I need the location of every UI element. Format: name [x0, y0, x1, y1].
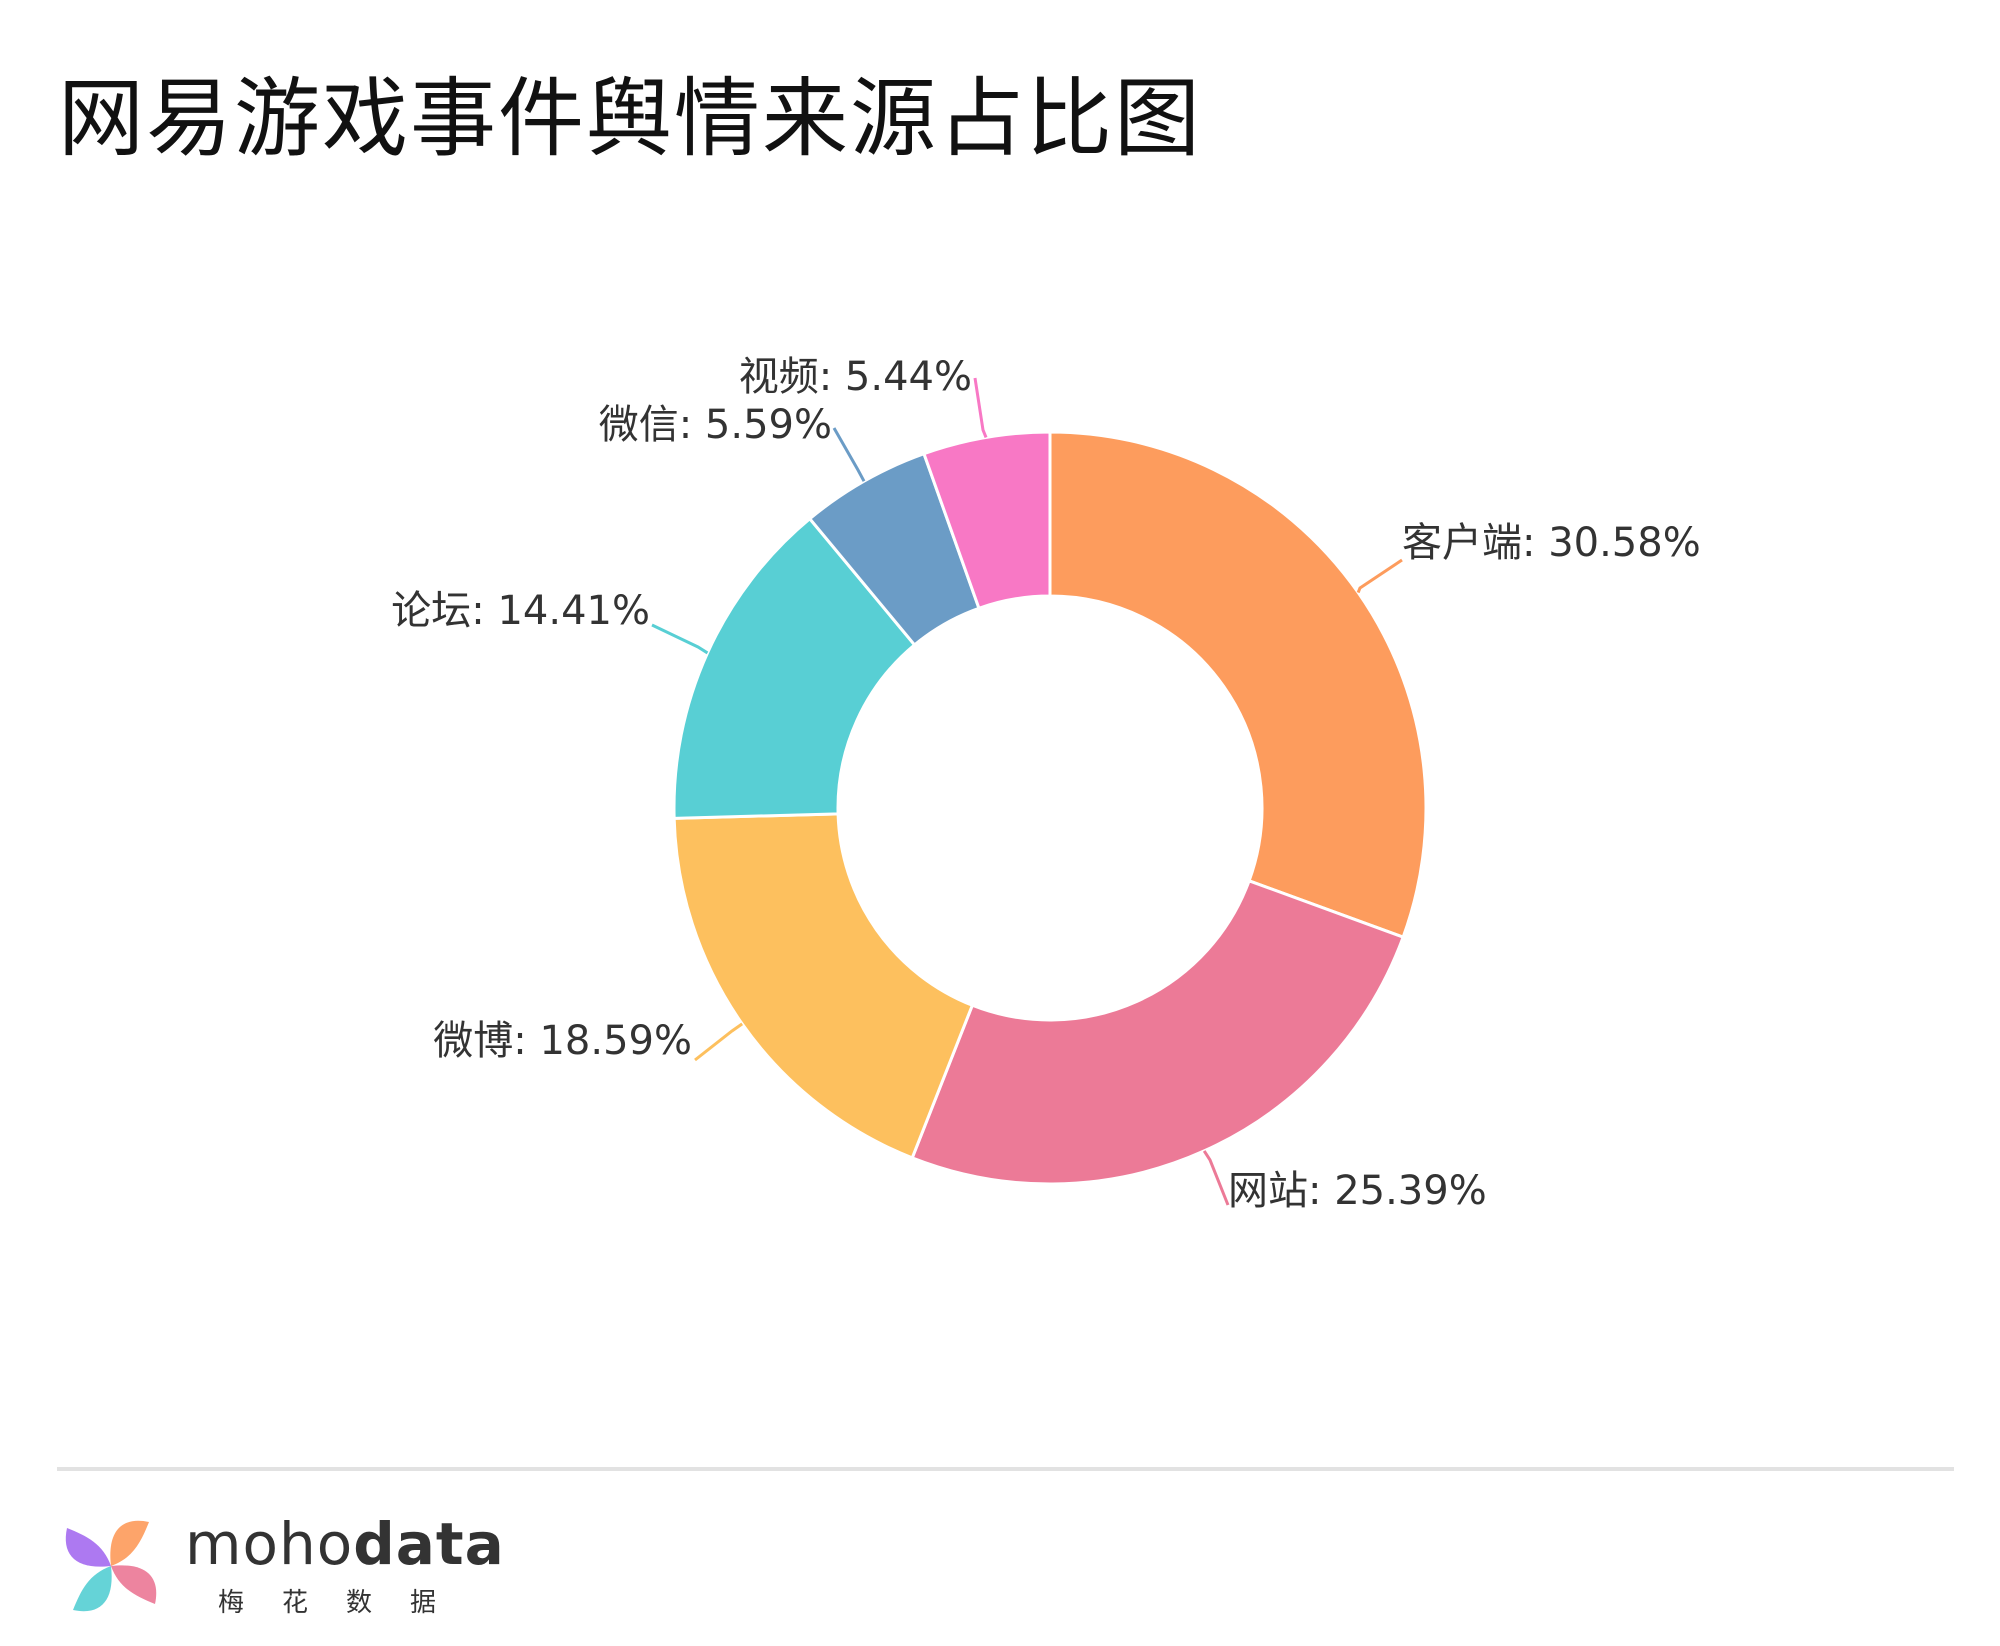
footer-divider — [57, 1467, 1954, 1471]
logo-petal — [65, 1528, 111, 1567]
slice-label: 网站: 25.39% — [1228, 1168, 1487, 1214]
logo-petal — [110, 1520, 149, 1566]
label-leader-line — [832, 427, 866, 482]
label-leader-line — [1202, 1150, 1230, 1206]
brand-name-bold: data — [353, 1510, 505, 1578]
logo-petal — [73, 1566, 112, 1612]
label-leader-line — [973, 377, 988, 439]
slice-label: 论坛: 14.41% — [391, 588, 650, 634]
chart-title: 网易游戏事件舆情来源占比图 — [58, 69, 1202, 169]
slice-label: 视频: 5.44% — [739, 354, 972, 400]
label-leader-line — [651, 623, 709, 655]
slice-label: 微信: 5.59% — [599, 402, 832, 448]
pie-slice — [672, 516, 917, 820]
brand-name: mohodata — [185, 1510, 505, 1578]
logo-petal — [111, 1565, 157, 1604]
pie-slice — [1048, 430, 1428, 940]
donut-chart: 客户端: 30.58% 网站: 25.39% 微博: 18.59% 论坛: 14.41… — [391, 354, 1701, 1214]
pie-slice — [672, 812, 975, 1160]
brand-name-light: moho — [185, 1510, 354, 1578]
slice-label: 客户端: 30.58% — [1402, 520, 1701, 566]
slice-label: 微博: 18.59% — [433, 1018, 692, 1064]
label-leader-line — [694, 1022, 744, 1062]
label-leader-line — [1356, 558, 1403, 594]
mohodata-logo-icon — [65, 1520, 157, 1612]
brand-subtitle: 梅花数据 — [218, 1588, 475, 1618]
pie-slice — [922, 430, 1052, 611]
pie-slice — [910, 878, 1406, 1186]
